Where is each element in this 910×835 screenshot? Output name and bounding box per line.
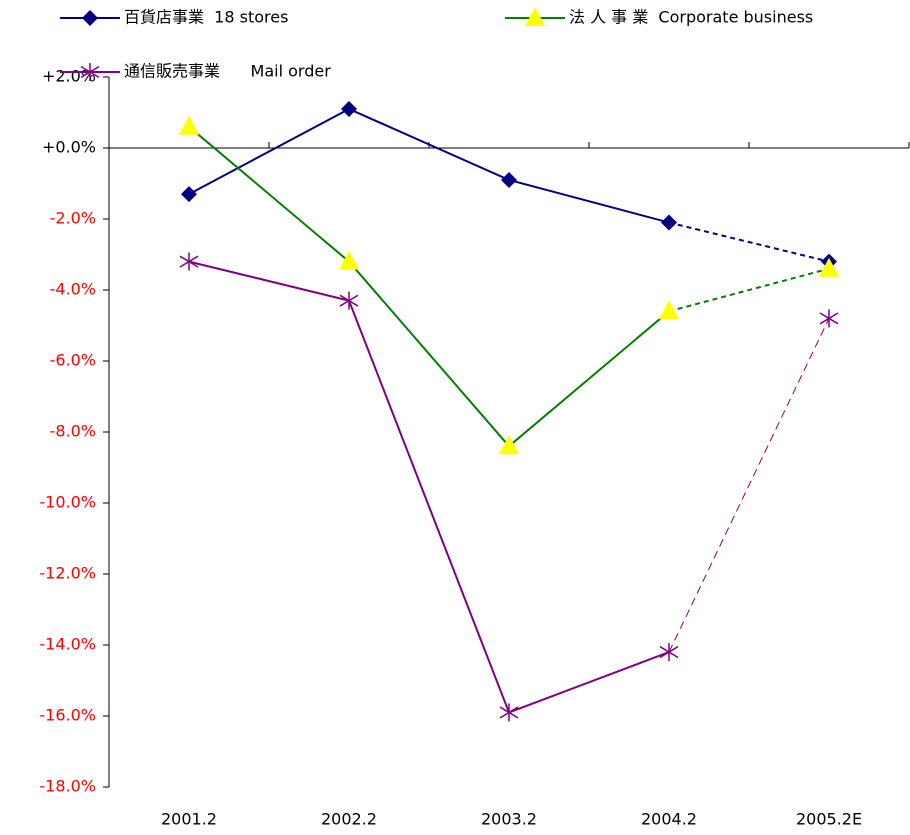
y-tick-label: -8.0%	[50, 422, 96, 441]
y-tick-label: -14.0%	[39, 635, 96, 654]
point	[661, 214, 677, 231]
point	[179, 252, 199, 271]
point	[499, 703, 519, 722]
point	[181, 186, 197, 203]
projection-line	[668, 318, 830, 653]
y-tick-label: -2.0%	[50, 209, 96, 228]
y-tick-label: -18.0%	[39, 777, 96, 796]
legend-label: 百貨店事業 18 stores	[124, 8, 288, 27]
x-tick-label: 2002.2	[321, 810, 377, 829]
y-tick-label: +2.0%	[42, 67, 96, 86]
y-tick-label: -16.0%	[39, 706, 96, 725]
legend-marker	[525, 7, 545, 26]
point	[819, 309, 839, 328]
point	[341, 100, 357, 117]
point	[339, 291, 359, 310]
series-line	[188, 260, 670, 714]
series-line	[188, 107, 670, 224]
y-tick-label: -6.0%	[50, 351, 96, 370]
x-tick-label: 2001.2	[161, 810, 217, 829]
point	[659, 300, 679, 320]
x-tick-label: 2004.2	[641, 810, 697, 829]
point	[819, 257, 839, 277]
y-tick-label: +0.0%	[42, 138, 96, 157]
x-tick-label: 2003.2	[481, 810, 537, 829]
point	[339, 250, 359, 270]
legend-marker	[80, 63, 100, 81]
y-tick-label: -12.0%	[39, 564, 96, 583]
point	[499, 435, 519, 455]
x-tick-label: 2005.2E	[796, 810, 862, 829]
projection-line	[668, 267, 830, 313]
point	[501, 171, 517, 188]
point	[659, 643, 679, 662]
point	[179, 115, 199, 135]
y-tick-label: -4.0%	[50, 280, 96, 299]
y-tick-label: -10.0%	[39, 493, 96, 512]
legend-label: 通信販売事業 Mail order	[124, 62, 331, 81]
legend-label: 法 人 事 業 Corporate business	[569, 8, 813, 27]
legend-marker	[82, 10, 98, 26]
series-line	[188, 125, 670, 448]
projection-line	[668, 221, 830, 263]
